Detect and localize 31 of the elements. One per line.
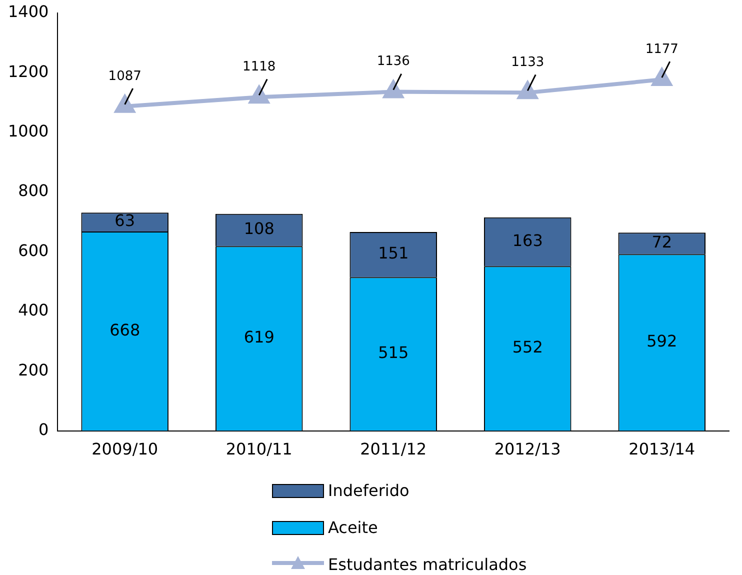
data-label: 515 <box>378 343 409 362</box>
legend-label: Indeferido <box>328 481 410 500</box>
legend-label: Estudantes matriculados <box>328 555 527 574</box>
x-tick-label: 2012/13 <box>494 440 561 459</box>
x-tick-label: 2013/14 <box>628 440 696 459</box>
y-tick-label: 1200 <box>8 62 49 81</box>
data-label: 72 <box>652 232 672 252</box>
data-label: 1136 <box>376 54 410 70</box>
data-label: 1177 <box>645 42 678 57</box>
data-label: 151 <box>378 244 409 263</box>
data-label: 552 <box>512 338 543 357</box>
data-label: 1133 <box>511 55 544 70</box>
data-label: 108 <box>244 219 274 238</box>
y-tick-label: 1400 <box>8 2 49 22</box>
x-tick-label: 2009/10 <box>92 440 158 459</box>
y-tick-label: 200 <box>18 360 49 380</box>
y-tick-label: 1000 <box>8 122 49 141</box>
data-label: 1118 <box>242 60 276 75</box>
y-tick-label: 800 <box>18 181 49 200</box>
data-label: 1087 <box>108 68 142 84</box>
y-tick-label: 600 <box>18 240 49 260</box>
x-tick-label: 2011/12 <box>360 440 427 459</box>
data-label: 619 <box>244 328 274 347</box>
legend-label: Aceite <box>328 518 378 537</box>
y-tick-label: 400 <box>18 300 49 320</box>
data-label: 63 <box>114 211 136 230</box>
data-label: 592 <box>646 332 678 351</box>
y-tick-label: 0 <box>38 420 49 439</box>
x-tick-label: 2010/11 <box>226 440 292 459</box>
data-label: 668 <box>110 320 140 340</box>
data-label: 163 <box>512 230 543 250</box>
